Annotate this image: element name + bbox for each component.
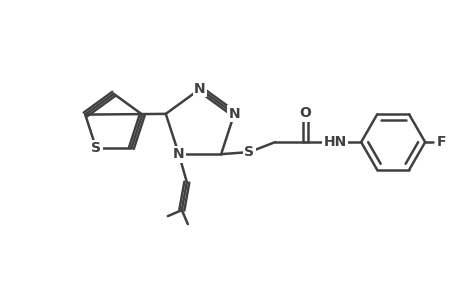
Text: N: N [194,82,205,96]
Text: F: F [436,135,445,149]
Text: S: S [91,141,101,155]
Text: HN: HN [323,135,346,149]
Text: N: N [173,147,184,161]
Text: N: N [228,107,240,121]
Text: S: S [244,145,254,159]
Text: O: O [298,106,310,120]
